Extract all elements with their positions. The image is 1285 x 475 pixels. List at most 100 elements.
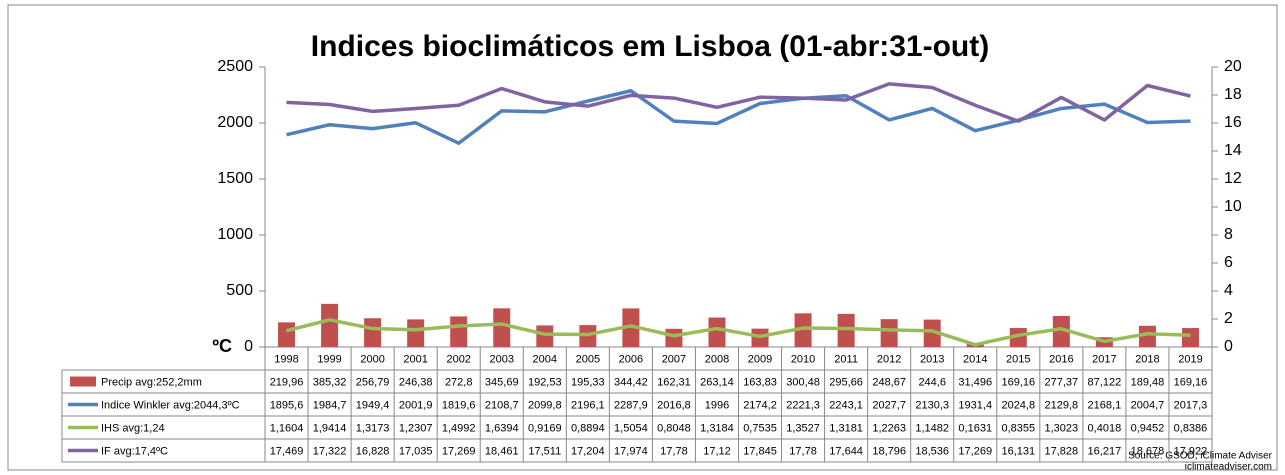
x-tick-label: 2016 bbox=[1049, 353, 1073, 365]
y2-tick-label: 4 bbox=[1224, 282, 1233, 299]
table-value: 18,678 bbox=[1131, 445, 1165, 457]
table-value: 345,69 bbox=[485, 376, 519, 388]
bar bbox=[880, 319, 898, 347]
table-value: 2168,1 bbox=[1088, 399, 1122, 411]
table-value: 295,66 bbox=[829, 376, 863, 388]
line bbox=[286, 318, 1191, 347]
table-value: 1,6394 bbox=[485, 422, 519, 434]
table-value: 31,496 bbox=[958, 376, 992, 388]
legend-label: IHS avg:1,24 bbox=[101, 422, 165, 434]
table-value: 17,269 bbox=[958, 445, 992, 457]
bar bbox=[278, 322, 296, 347]
table-value: 248,67 bbox=[872, 376, 906, 388]
bar bbox=[450, 316, 468, 347]
bar bbox=[837, 313, 855, 347]
bar bbox=[708, 317, 726, 347]
y2-tick-label: 8 bbox=[1224, 226, 1233, 243]
table-value: 1819,6 bbox=[442, 399, 476, 411]
x-tick-label: 1999 bbox=[317, 353, 341, 365]
legend-label: Precip avg:252,2mm bbox=[101, 376, 202, 388]
table-value: 16,217 bbox=[1088, 445, 1122, 457]
y-tick-label: 2000 bbox=[217, 114, 253, 131]
table-value: 16,828 bbox=[356, 445, 390, 457]
bar bbox=[1138, 325, 1156, 347]
x-tick-label: 2014 bbox=[963, 353, 987, 365]
table-value: 2243,1 bbox=[829, 399, 863, 411]
table-value: 1,2307 bbox=[399, 422, 433, 434]
table-value: 17,644 bbox=[829, 445, 863, 457]
table-value: 0,8894 bbox=[571, 422, 605, 434]
x-tick-label: 2005 bbox=[576, 353, 600, 365]
x-tick-label: 2018 bbox=[1135, 353, 1159, 365]
table-value: 17,78 bbox=[660, 445, 688, 457]
table-value: 0,4018 bbox=[1088, 422, 1122, 434]
table-value: 87,122 bbox=[1088, 376, 1122, 388]
x-tick-label: 2000 bbox=[360, 353, 384, 365]
table-value: 17,845 bbox=[743, 445, 777, 457]
table-value: 2129,8 bbox=[1045, 399, 1079, 411]
table-value: 169,16 bbox=[1001, 376, 1035, 388]
table-value: 169,16 bbox=[1174, 376, 1208, 388]
table-value: 1,3184 bbox=[700, 422, 734, 434]
table-value: 277,37 bbox=[1045, 376, 1079, 388]
y-tick-label: 2500 bbox=[217, 58, 253, 75]
line bbox=[286, 89, 1191, 145]
bar bbox=[1181, 328, 1199, 347]
table-value: 18,461 bbox=[485, 445, 519, 457]
table-value: 256,79 bbox=[356, 376, 390, 388]
bar bbox=[364, 318, 382, 347]
table-value: 17,204 bbox=[571, 445, 605, 457]
table-value: 0,8386 bbox=[1174, 422, 1208, 434]
x-tick-label: 2007 bbox=[662, 353, 686, 365]
y-tick-label: 1500 bbox=[217, 170, 253, 187]
y2-tick-label: 6 bbox=[1224, 254, 1233, 271]
table-value: 163,83 bbox=[743, 376, 777, 388]
table-value: 192,53 bbox=[528, 376, 562, 388]
table-value: 16,131 bbox=[1001, 445, 1035, 457]
table-value: 2108,7 bbox=[485, 399, 519, 411]
line bbox=[286, 82, 1191, 123]
chart-title: Indices bioclimáticos em Lisboa (01-abr:… bbox=[311, 30, 990, 63]
y-tick-label: 0 bbox=[244, 338, 253, 355]
y2-tick-label: 14 bbox=[1224, 142, 1242, 159]
x-tick-label: 2019 bbox=[1178, 353, 1202, 365]
table-value: 2027,7 bbox=[872, 399, 906, 411]
bar bbox=[407, 319, 425, 347]
x-tick-label: 2009 bbox=[748, 353, 772, 365]
table-value: 17,828 bbox=[1045, 445, 1079, 457]
y2-tick-label: 12 bbox=[1224, 170, 1242, 187]
bar bbox=[665, 328, 683, 347]
x-tick-label: 2006 bbox=[619, 353, 643, 365]
y2-tick-label: 2 bbox=[1224, 310, 1233, 327]
table-value: 0,9452 bbox=[1131, 422, 1165, 434]
legend-swatch bbox=[70, 376, 96, 387]
bar bbox=[493, 308, 511, 347]
table-value: 2017,3 bbox=[1174, 399, 1208, 411]
y2-tick-label: 16 bbox=[1224, 114, 1242, 131]
x-tick-label: 2008 bbox=[705, 353, 729, 365]
table-value: 263,14 bbox=[700, 376, 734, 388]
table-value: 1,3527 bbox=[786, 422, 820, 434]
table-value: 385,32 bbox=[313, 376, 347, 388]
table-value: 17,322 bbox=[313, 445, 347, 457]
table-value: 2004,7 bbox=[1131, 399, 1165, 411]
x-tick-label: 2001 bbox=[403, 353, 427, 365]
table-value: 17,035 bbox=[399, 445, 433, 457]
table-value: 2016,8 bbox=[657, 399, 691, 411]
x-tick-label: 2012 bbox=[877, 353, 901, 365]
bar bbox=[321, 303, 339, 347]
source: Source: GSOD, iClimate Adviser bbox=[1128, 451, 1273, 462]
table-value: 195,33 bbox=[571, 376, 605, 388]
table-value: 1984,7 bbox=[313, 399, 347, 411]
y2-tick-label: 0 bbox=[1224, 338, 1233, 355]
legend-label: IF avg:17,4ºC bbox=[101, 445, 168, 457]
x-tick-label: 2015 bbox=[1006, 353, 1030, 365]
x-tick-label: 2004 bbox=[533, 353, 557, 365]
table-value: 1949,4 bbox=[356, 399, 390, 411]
table-value: 1895,6 bbox=[270, 399, 304, 411]
table-value: 17,922 bbox=[1174, 445, 1208, 457]
y2-tick-label: 18 bbox=[1224, 86, 1242, 103]
table-value: 17,78 bbox=[789, 445, 817, 457]
